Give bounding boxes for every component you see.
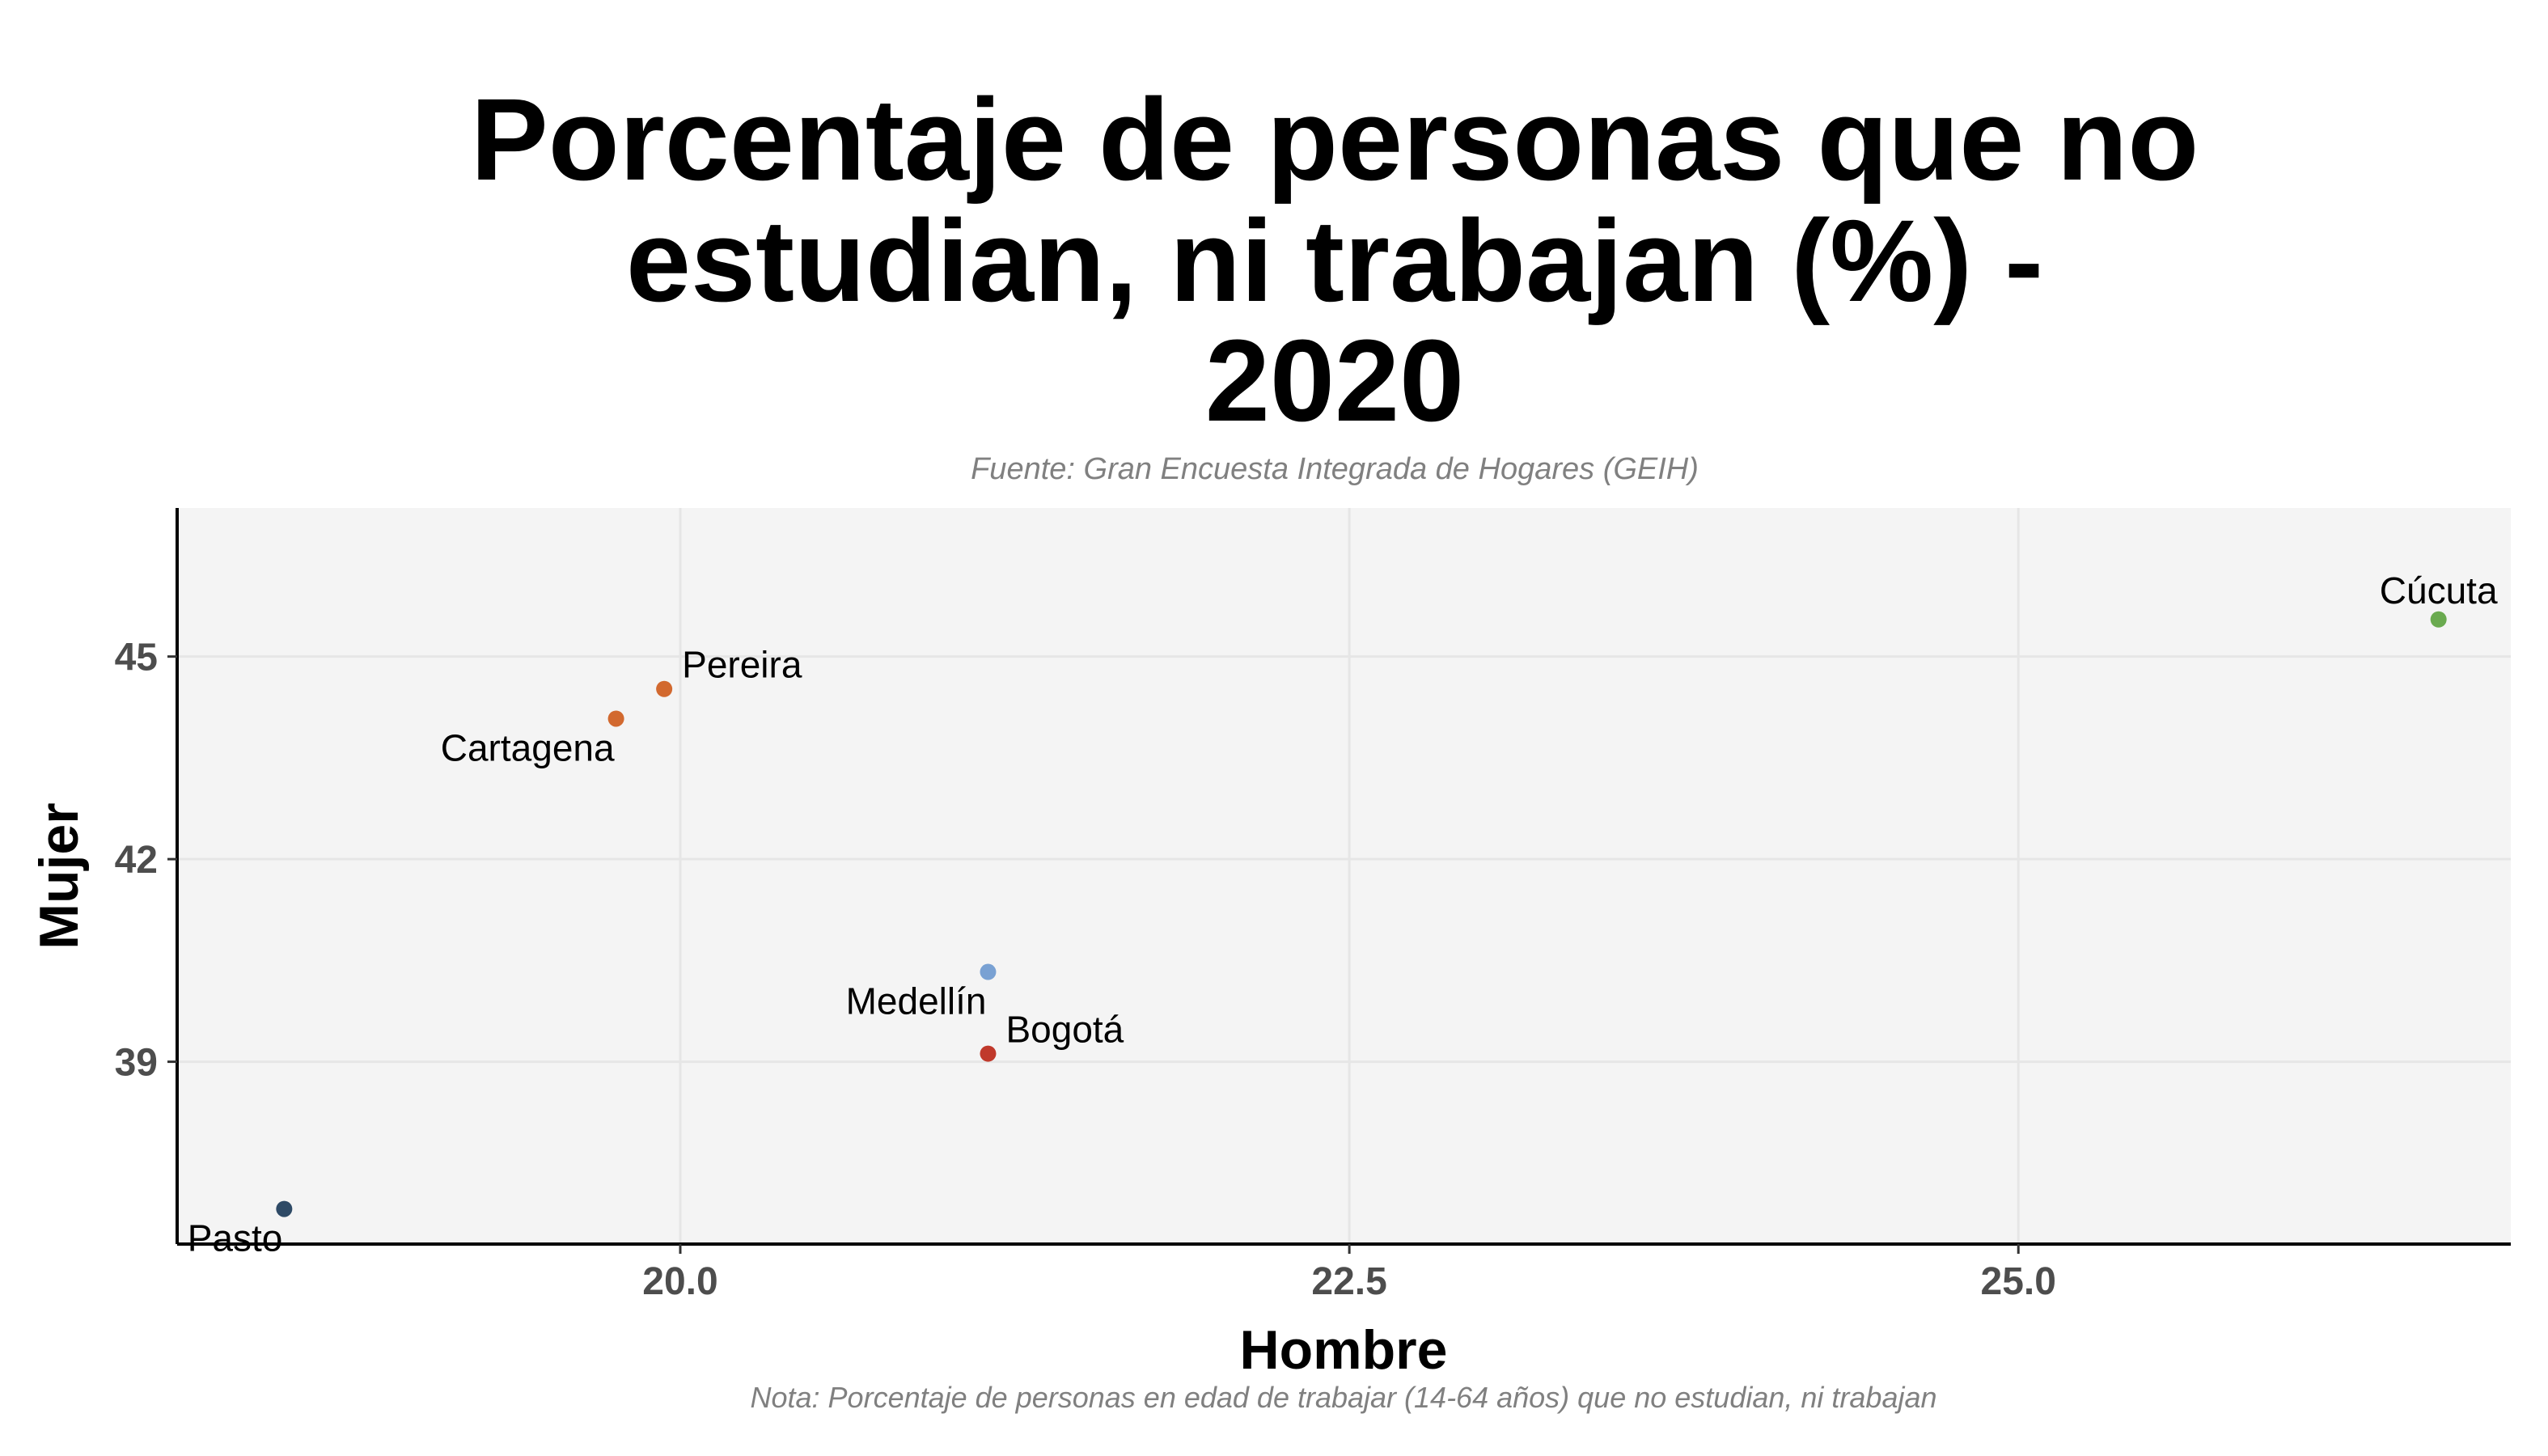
x-tick-label: 20.0 [642,1260,717,1303]
y-axis-title: Mujer [28,802,90,949]
chart-title: Porcentaje de personas que no estudian, … [471,74,2199,446]
y-tick-label: 42 [115,839,158,882]
point-label: Pereira [682,644,802,686]
y-tick-label: 45 [115,637,158,679]
point-label: Bogotá [1005,1009,1124,1051]
chart-caption: Nota: Porcentaje de personas en edad de … [751,1381,1937,1414]
point-label: Cúcuta [2380,569,2498,612]
chart-title-line-3: 2020 [1205,315,1464,446]
point-label: Pasto [188,1217,283,1259]
data-point [656,680,673,697]
data-point [980,963,997,980]
chart-subtitle: Fuente: Gran Encuesta Integrada de Hogar… [971,452,1699,486]
point-label: Cartagena [441,726,615,768]
chart-title-line-2: estudian, ni trabajan (%) - [626,196,2043,326]
data-point [276,1200,293,1217]
chart-title-line-1: Porcentaje de personas que no [471,74,2199,205]
plot-panel [177,508,2511,1244]
x-axis-title: Hombre [1240,1319,1448,1381]
y-tick-label: 39 [115,1042,158,1085]
x-tick-label: 25.0 [1981,1260,2056,1303]
data-points: Cúcuta Pereira Cartagena Medellín Bogotá Past… [188,569,2498,1259]
grid-lines [177,508,2511,1244]
data-point [980,1045,997,1062]
x-tick-label: 22.5 [1311,1260,1386,1303]
data-point [607,710,624,727]
point-label: Medellín [846,980,987,1022]
axis-ticks: 20.0 22.5 25.0 39 42 45 [115,637,2056,1303]
data-point [2430,611,2447,628]
